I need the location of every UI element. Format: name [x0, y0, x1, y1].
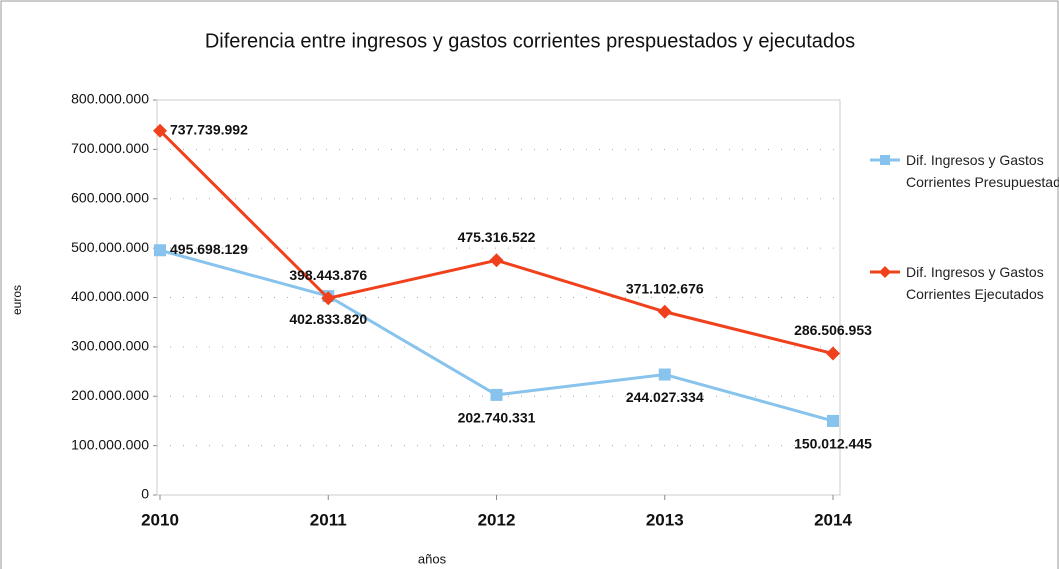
- point: [657, 304, 672, 319]
- legend-marker: [879, 266, 891, 278]
- point: [827, 414, 839, 427]
- x-tick-label: 2012: [478, 510, 516, 529]
- data-label: 286.506.953: [794, 322, 872, 338]
- y-tick-label: 0: [141, 486, 149, 502]
- y-tick-label: 200.000.000: [71, 387, 149, 403]
- x-tick-label: 2014: [814, 510, 852, 529]
- y-tick-label: 700.000.000: [71, 140, 149, 156]
- y-tick-label: 100.000.000: [71, 436, 149, 452]
- y-tick-label: 500.000.000: [71, 239, 149, 255]
- x-tick-label: 2010: [141, 510, 179, 529]
- legend-marker: [880, 155, 890, 165]
- point: [489, 253, 504, 268]
- data-label: 202.740.331: [458, 410, 536, 426]
- point: [154, 244, 166, 257]
- data-label: 475.316.522: [458, 229, 536, 245]
- y-tick-label: 400.000.000: [71, 288, 149, 304]
- point: [658, 368, 671, 381]
- y-tick-label: 800.000.000: [71, 91, 149, 107]
- y-tick-label: 600.000.000: [71, 189, 149, 205]
- x-tick-label: 2011: [310, 510, 347, 529]
- data-label: 398.443.876: [289, 267, 367, 283]
- plot-border: [156, 99, 841, 496]
- point: [826, 346, 840, 361]
- y-tick-label: 300.000.000: [71, 338, 149, 354]
- x-axis-title: años: [418, 551, 447, 566]
- data-label: 402.833.820: [289, 311, 367, 327]
- point: [490, 388, 503, 401]
- data-label: 244.027.334: [626, 389, 704, 405]
- point: [321, 291, 336, 306]
- y-axis-title: euros: [10, 285, 24, 315]
- data-label: 737.739.992: [170, 121, 248, 137]
- legend-label: Dif. Ingresos y Gastos Corrientes Presup…: [906, 152, 1059, 190]
- x-tick-label: 2013: [646, 510, 684, 529]
- point: [153, 123, 167, 138]
- legend-label: Dif. Ingresos y Gastos Corrientes Ejecut…: [906, 264, 1044, 302]
- data-label: 150.012.445: [794, 436, 872, 452]
- chart-title: Diferencia entre ingresos y gastos corri…: [205, 30, 855, 52]
- data-label: 371.102.676: [626, 280, 704, 296]
- data-label: 495.698.129: [170, 241, 248, 257]
